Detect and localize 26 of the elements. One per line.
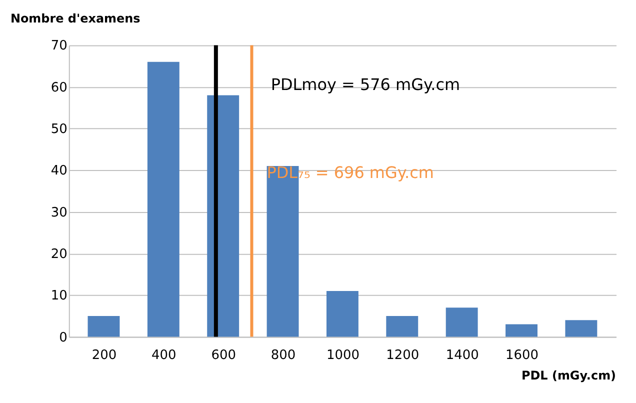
- x-tick-label: 600: [211, 348, 236, 364]
- bar: [386, 316, 418, 337]
- bar: [446, 308, 478, 337]
- y-tick-label: 60: [50, 80, 68, 96]
- y-tick-label: 70: [50, 38, 68, 54]
- y-tick-label: 30: [50, 205, 68, 220]
- x-tick-label: 1000: [326, 348, 360, 364]
- x-axis-title: PDL (mGy.cm): [521, 368, 616, 383]
- y-tick-label: 20: [50, 246, 68, 262]
- bar: [565, 320, 598, 337]
- y-tick-label: 50: [50, 122, 68, 138]
- x-tick-label: 1600: [506, 348, 539, 364]
- y-axis-title: Nombre d'examens: [10, 11, 140, 26]
- bar: [506, 324, 538, 337]
- bar: [326, 290, 358, 337]
- x-tick-label: 200: [92, 348, 117, 364]
- bar: [147, 62, 180, 337]
- x-tick-label: 1400: [446, 348, 479, 364]
- x-tick-label: 400: [152, 348, 176, 364]
- bar: [88, 316, 120, 337]
- x-tick-label: 800: [270, 348, 296, 364]
- y-tick-label: 40: [50, 164, 68, 179]
- y-tick-label: 0: [59, 330, 68, 346]
- ref-line-label: PDLmoy = 576 mGy.cm: [270, 75, 460, 94]
- x-tick-label: 1200: [386, 348, 420, 364]
- y-tick-label: 10: [50, 288, 68, 304]
